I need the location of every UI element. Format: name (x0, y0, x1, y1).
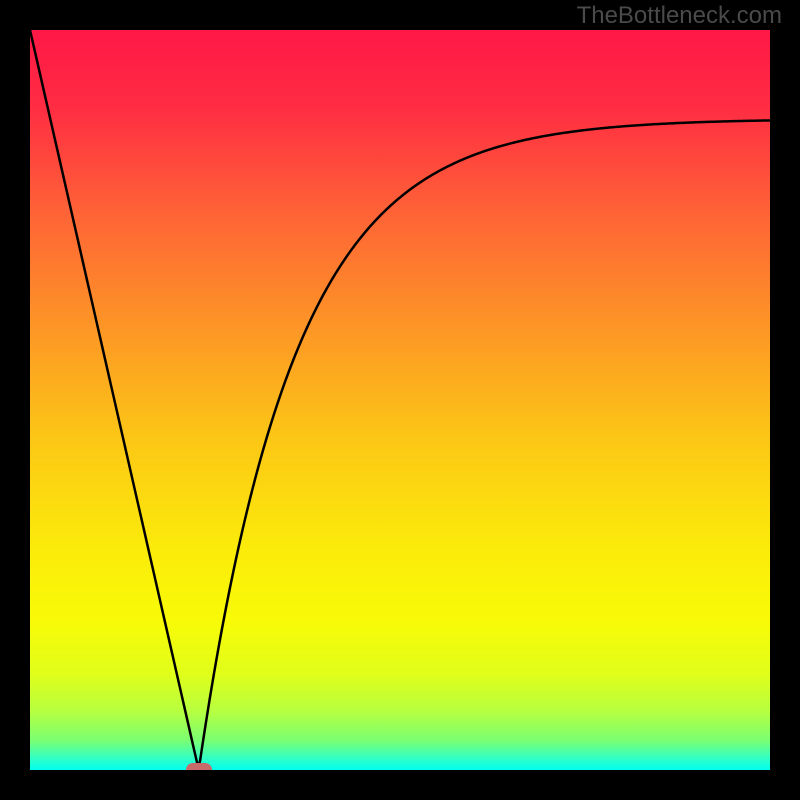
watermark-text: TheBottleneck.com (577, 2, 782, 30)
gradient-background (30, 30, 770, 770)
plot-area (30, 30, 770, 770)
chart-container: TheBottleneck.com (0, 0, 800, 800)
minimum-marker (186, 763, 212, 770)
